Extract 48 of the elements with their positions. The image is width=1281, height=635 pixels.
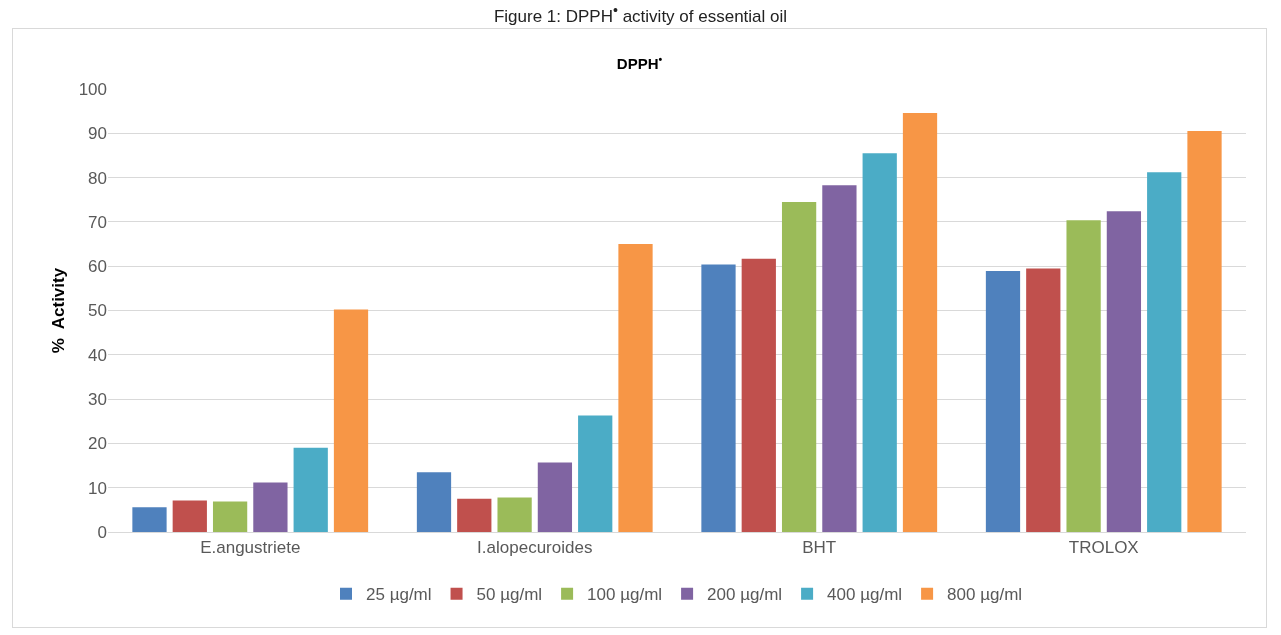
y-tick-label: 0 [97,522,107,542]
bar [293,447,328,532]
y-axis-title: % Activity [49,267,68,354]
bar [497,497,532,532]
x-tick-label: I.alopecuroides [477,538,593,558]
legend-label: 800 µg/ml [947,585,1023,605]
y-tick-label: 10 [88,478,107,498]
bar [333,309,369,532]
chart-title: DPPH$^{•}$ [616,53,663,73]
caption: Figure 1: DPPH$^{•}$ activity of essential oil [492,2,789,27]
bar [457,498,492,532]
legend-label: 100 µg/ml [587,585,663,605]
bar [416,472,452,532]
legend-label: 200 µg/ml [707,585,783,605]
bar [985,271,1021,532]
bar [212,501,248,532]
bar [862,153,897,532]
x-tick-label: E.angustriete [200,538,301,558]
bar [172,500,207,532]
bar [781,201,817,532]
y-tick-label: 50 [88,301,107,321]
bar [578,415,613,532]
legend-label: 50 µg/ml [476,585,543,605]
y-tick-label: 30 [88,390,107,410]
bar [1147,172,1182,532]
legend-label: 25 µg/ml [366,585,432,605]
x-tick-label: BHT [802,538,837,558]
bar [902,112,938,532]
y-tick-label: 80 [88,168,107,188]
bar [1066,220,1101,532]
bar [1106,211,1142,532]
bar [822,185,857,532]
y-tick-label: 90 [88,124,107,144]
bar [741,258,776,532]
bar [1187,131,1222,532]
bar [253,482,288,532]
bar [618,244,653,532]
y-tick-label: 100 [78,79,107,99]
y-tick-label: 70 [88,212,107,232]
y-tick-label: 40 [88,345,107,365]
legend-label: 400 µg/ml [827,585,903,605]
y-tick-label: 60 [88,257,107,277]
y-tick-label: 20 [88,434,107,454]
bar [1026,268,1061,532]
x-tick-label: TROLOX [1068,538,1139,558]
bar [537,462,573,532]
bar [132,507,167,532]
bar [701,264,736,532]
